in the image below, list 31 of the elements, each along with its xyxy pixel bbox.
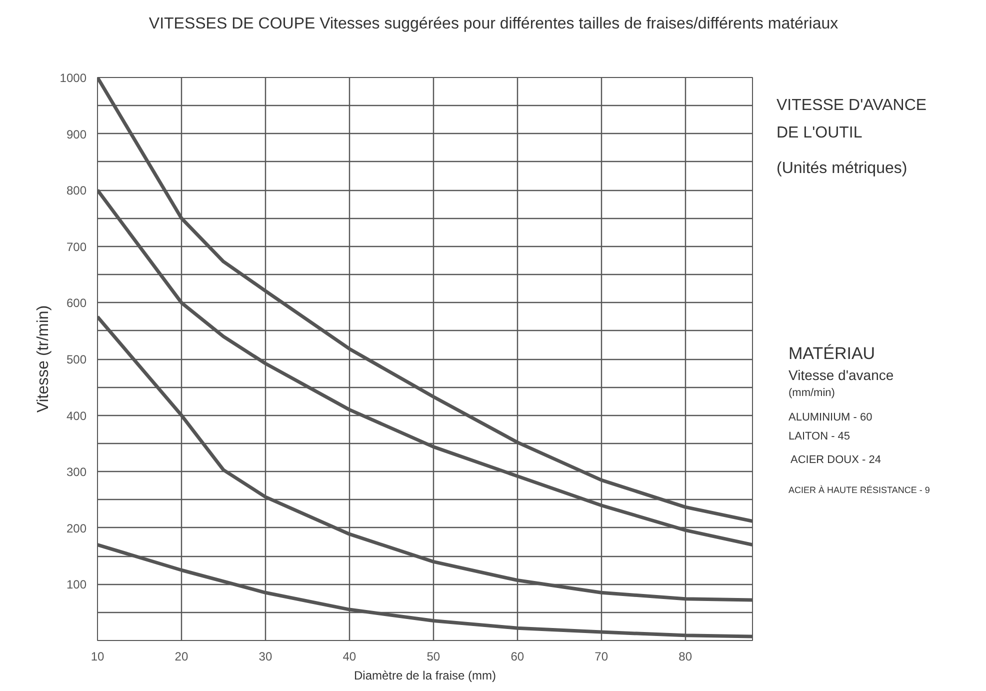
y-tick-label: 900: [66, 127, 87, 142]
text: LAITON - 45: [788, 430, 850, 442]
x-tick-label: 80: [678, 650, 692, 664]
y-tick-label: 400: [66, 408, 87, 423]
x-tick-label: 20: [174, 650, 188, 664]
y-tick-label: 100: [66, 578, 87, 592]
x-tick-label: 30: [258, 650, 272, 664]
text: VITESSE D'AVANCE: [776, 96, 927, 114]
x-tick-label: 50: [426, 650, 440, 664]
text: Vitesse d'avance: [788, 366, 894, 383]
y-tick-label: 800: [66, 184, 87, 198]
x-tick-label: 70: [594, 650, 608, 664]
text: MATÉRIAU: [788, 344, 876, 363]
text: (mm/min): [788, 387, 835, 400]
y-tick-label: 600: [66, 296, 87, 310]
y-tick-label: 1000: [60, 71, 87, 85]
text: DE L'OUTIL: [776, 124, 862, 142]
text: ACIER DOUX - 24: [790, 454, 881, 466]
y-tick-label: 300: [66, 465, 87, 480]
y-tick-label: 200: [66, 521, 87, 536]
y-tick-label: 700: [66, 240, 87, 254]
x-axis-title: Diamètre de la fraise (mm): [354, 668, 496, 682]
text: ALUMINIUM - 60: [788, 411, 872, 424]
x-tick-label: 60: [510, 650, 524, 664]
x-tick-label: 10: [90, 650, 104, 664]
text: (Unités métriques): [776, 160, 908, 177]
y-axis-title: Vitesse (tr/min): [34, 305, 52, 413]
chart-title: VITESSES DE COUPE Vitesses suggérées pour différentes tailles de fraises/différents matériaux: [148, 16, 838, 32]
y-tick-label: 500: [66, 352, 87, 366]
x-tick-label: 40: [342, 650, 356, 664]
text: ACIER À HAUTE RÉSISTANCE - 9: [788, 485, 930, 496]
